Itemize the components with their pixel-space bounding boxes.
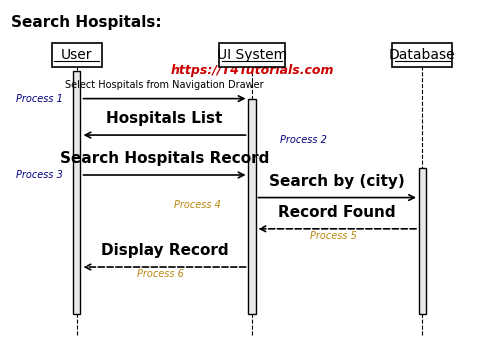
Text: Process 5: Process 5 [309, 231, 356, 241]
Text: Process 1: Process 1 [17, 93, 64, 104]
Text: Search Hospitals Record: Search Hospitals Record [60, 151, 269, 166]
FancyBboxPatch shape [219, 43, 285, 67]
Text: Database: Database [389, 48, 456, 62]
Bar [73, 71, 80, 314]
Text: Process 2: Process 2 [280, 135, 327, 145]
Text: UI System: UI System [217, 48, 287, 62]
Text: https://T4Tutorials.com: https://T4Tutorials.com [170, 64, 334, 77]
Text: Hospitals List: Hospitals List [106, 111, 223, 126]
Text: User: User [61, 48, 92, 62]
Bar [419, 168, 426, 314]
Text: Display Record: Display Record [101, 243, 228, 258]
Text: Process 4: Process 4 [174, 199, 221, 210]
FancyBboxPatch shape [392, 43, 453, 67]
Text: Search by (city): Search by (city) [269, 174, 405, 189]
Bar [248, 99, 256, 314]
Text: Process 6: Process 6 [137, 269, 183, 279]
Text: Search Hospitals:: Search Hospitals: [12, 15, 162, 30]
FancyBboxPatch shape [51, 43, 102, 67]
Text: Record Found: Record Found [278, 205, 396, 220]
Text: Select Hospitals from Navigation Drawer: Select Hospitals from Navigation Drawer [65, 80, 264, 90]
Text: Process 3: Process 3 [17, 170, 64, 180]
